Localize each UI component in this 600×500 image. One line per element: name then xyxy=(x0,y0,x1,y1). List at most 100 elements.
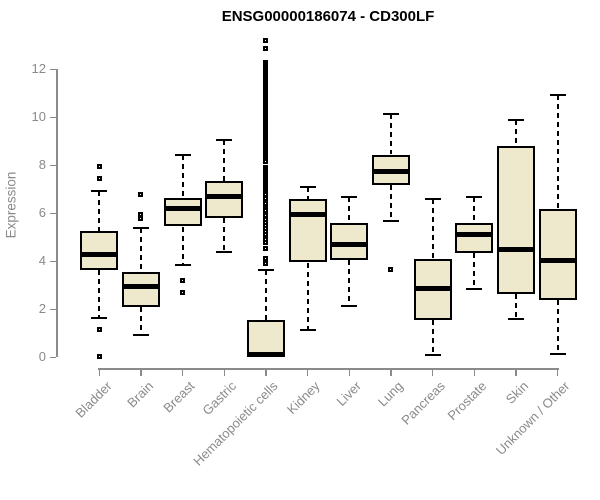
upper-whisker-cap xyxy=(216,139,233,142)
outlier-point xyxy=(96,327,102,333)
x-tick-label: Liver xyxy=(333,378,365,409)
upper-whisker xyxy=(264,269,267,321)
median-line xyxy=(455,232,494,238)
upper-whisker-cap xyxy=(466,195,483,198)
x-tick-label: Kidney xyxy=(283,378,323,418)
median-line xyxy=(246,351,285,357)
x-axis-tick xyxy=(306,369,309,377)
x-axis-tick xyxy=(223,369,226,377)
outlier-point xyxy=(138,215,144,221)
upper-whisker xyxy=(306,186,309,199)
y-axis-tick xyxy=(50,356,56,359)
box-bladder xyxy=(80,231,119,270)
lower-whisker xyxy=(306,262,309,330)
box-brain xyxy=(121,272,160,307)
lower-whisker xyxy=(98,269,101,318)
upper-whisker-cap xyxy=(299,185,316,188)
chart-title: ENSG00000186074 - CD300LF xyxy=(221,8,435,25)
box-breast xyxy=(163,197,202,227)
upper-whisker-cap xyxy=(91,189,108,192)
x-tick-label: Pancreas xyxy=(398,378,448,428)
y-tick-label: 0 xyxy=(38,349,46,365)
outlier-point xyxy=(263,256,269,262)
upper-whisker-cap xyxy=(341,195,358,198)
upper-whisker xyxy=(139,227,142,273)
upper-whisker-cap xyxy=(174,153,191,156)
median-line xyxy=(205,194,244,199)
x-axis-tick xyxy=(556,369,559,377)
upper-whisker-cap xyxy=(549,93,566,96)
upper-whisker xyxy=(389,113,392,155)
y-tick-label: 2 xyxy=(38,301,46,317)
lower-whisker-cap xyxy=(216,250,233,253)
y-axis-label: Expression xyxy=(3,171,19,239)
outlier-point xyxy=(96,353,102,359)
median-line xyxy=(371,168,410,174)
upper-whisker xyxy=(556,94,559,209)
outlier-point xyxy=(138,191,144,197)
outlier-point xyxy=(96,164,102,169)
median-line xyxy=(538,257,577,263)
upper-whisker-cap xyxy=(424,197,441,200)
lower-whisker-cap xyxy=(382,219,399,222)
y-axis-tick xyxy=(50,116,56,119)
outlier-point xyxy=(180,290,186,295)
upper-whisker xyxy=(223,140,226,181)
y-tick-label: 12 xyxy=(31,61,46,77)
x-axis-tick xyxy=(348,369,351,377)
x-axis-tick xyxy=(181,369,184,377)
median-line xyxy=(288,212,327,217)
lower-whisker xyxy=(139,306,142,335)
y-tick-label: 8 xyxy=(38,157,46,173)
y-axis-tick xyxy=(50,308,56,311)
x-tick-label: Breast xyxy=(160,378,198,416)
x-axis-tick xyxy=(98,369,101,377)
lower-whisker xyxy=(556,299,559,354)
outlier-point xyxy=(388,267,394,273)
lower-whisker-cap xyxy=(91,316,108,319)
median-line xyxy=(80,251,119,257)
upper-whisker xyxy=(473,196,476,223)
lower-whisker xyxy=(348,260,351,306)
x-tick-label: Prostate xyxy=(444,378,490,424)
x-axis-tick xyxy=(265,369,267,377)
x-tick-label: Lung xyxy=(374,378,406,410)
upper-whisker-cap xyxy=(257,268,274,271)
y-tick-label: 4 xyxy=(38,253,46,269)
box-kidney xyxy=(288,198,327,263)
x-axis-tick xyxy=(390,369,392,377)
outlier-point xyxy=(263,159,269,165)
lower-whisker-cap xyxy=(466,287,483,290)
upper-whisker-cap xyxy=(132,226,149,229)
upper-whisker xyxy=(98,190,101,232)
lower-whisker-cap xyxy=(508,317,524,320)
x-tick-label: Unknown / Other xyxy=(492,378,573,458)
x-axis-tick xyxy=(431,369,434,377)
outlier-point xyxy=(96,176,102,181)
lower-whisker xyxy=(473,252,476,289)
outlier-point xyxy=(263,192,269,198)
x-tick-label: Bladder xyxy=(71,378,115,421)
lower-whisker-cap xyxy=(174,263,191,266)
x-tick-label: Skin xyxy=(502,378,531,407)
x-tick-label: Gastric xyxy=(199,378,240,419)
box-prostate xyxy=(455,222,494,253)
lower-whisker xyxy=(515,293,517,319)
lower-whisker-cap xyxy=(132,333,149,336)
box-skin xyxy=(497,146,535,294)
x-tick-label: Hematopoietic cells xyxy=(190,378,281,469)
x-axis-tick xyxy=(515,369,517,377)
lower-whisker-cap xyxy=(341,304,358,307)
lower-whisker-cap xyxy=(549,352,566,355)
x-tick-label: Brain xyxy=(123,378,156,411)
y-axis-tick xyxy=(50,212,56,215)
upper-whisker xyxy=(431,198,434,259)
y-axis-tick xyxy=(50,164,56,167)
x-axis-tick xyxy=(473,369,476,377)
outlier-point xyxy=(263,46,269,52)
outlier-point xyxy=(180,278,186,283)
median-line xyxy=(497,246,535,252)
box-unknown-other xyxy=(538,208,577,300)
y-axis-tick xyxy=(50,260,56,263)
